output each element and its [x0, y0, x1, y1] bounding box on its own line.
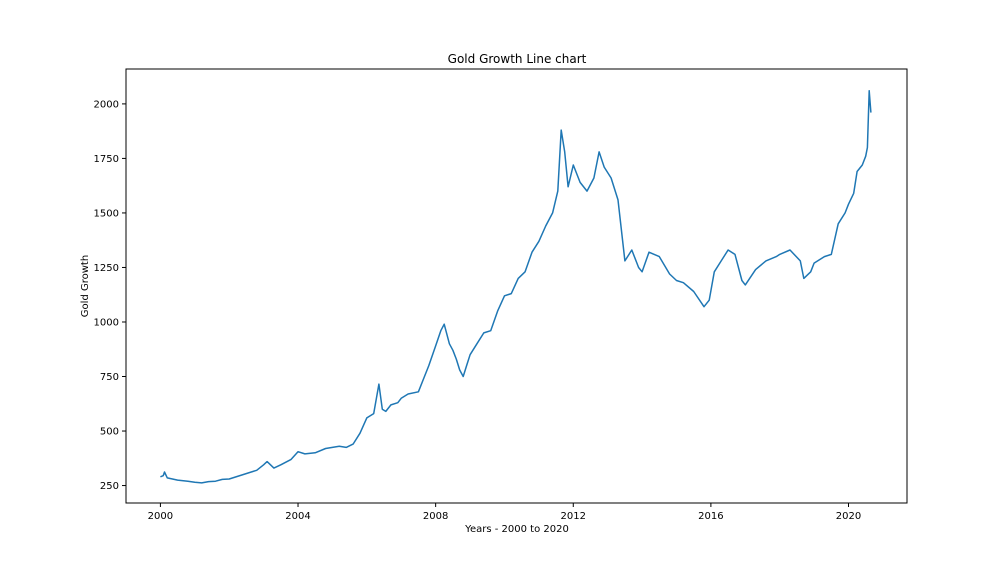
x-axis-ticks: 2000 2004 2008 2012 2016 2020 [148, 503, 861, 522]
x-tick-label: 2000 [148, 511, 173, 522]
y-axis-ticks: 250 500 750 1000 1250 1500 1750 2000 [94, 99, 126, 492]
x-axis-label: Years - 2000 to 2020 [464, 524, 569, 535]
series-line-gold [160, 90, 872, 484]
y-tick-label: 1750 [94, 154, 119, 165]
y-tick-label: 1000 [94, 317, 119, 328]
y-axis-label: Gold Growth [80, 255, 91, 317]
x-tick-label: 2020 [836, 511, 861, 522]
plot-area-frame [125, 68, 908, 504]
x-tick-label: 2012 [561, 511, 586, 522]
y-tick-label: 500 [100, 427, 119, 438]
x-tick-label: 2008 [423, 511, 448, 522]
x-tick-label: 2004 [285, 511, 310, 522]
x-tick-label: 2016 [698, 511, 723, 522]
chart-title: Gold Growth Line chart [448, 52, 587, 66]
y-tick-label: 2000 [94, 99, 119, 110]
y-tick-label: 250 [100, 481, 119, 492]
y-tick-label: 1500 [94, 208, 119, 219]
y-tick-label: 750 [100, 372, 119, 383]
y-tick-label: 1250 [94, 263, 119, 274]
